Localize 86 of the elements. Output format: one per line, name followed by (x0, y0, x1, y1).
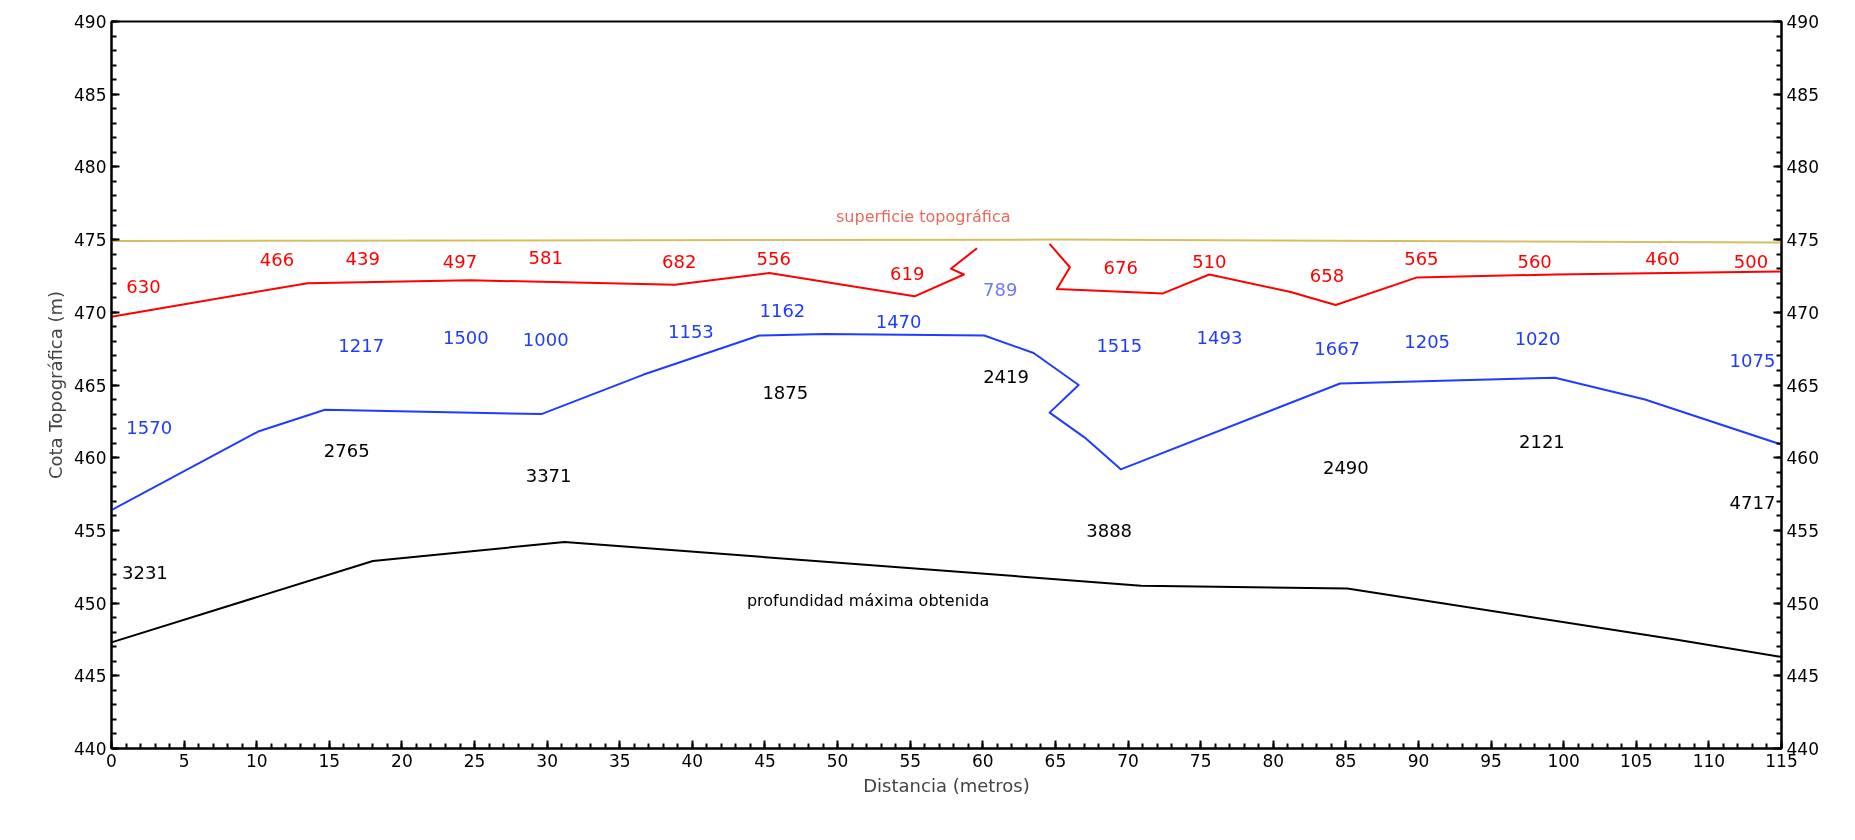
annotation: profundidad máxima obtenida (746, 590, 990, 610)
x-tick-label: 70 (1117, 750, 1139, 771)
x-tick-label: 75 (1189, 750, 1212, 771)
x-tick-label: 55 (899, 750, 922, 771)
annotation: 3231 (122, 562, 168, 584)
annotation: 676 (1103, 256, 1138, 278)
y-tick-label: 470 (74, 302, 107, 323)
annotation: 1217 (338, 335, 385, 357)
annotation: 3888 (1086, 519, 1133, 541)
annotation: 556 (756, 248, 791, 269)
annotation: 1470 (875, 310, 922, 332)
annotation: 1515 (1096, 335, 1143, 357)
y2-tick-label: 465 (1786, 375, 1819, 396)
annotation: 682 (662, 250, 697, 272)
annotation: 4717 (1729, 492, 1776, 514)
y2-tick-label: 475 (1786, 230, 1819, 251)
annotation: 1205 (1404, 330, 1451, 352)
x-tick-label: 5 (178, 750, 190, 771)
annotation: 1875 (762, 381, 809, 403)
annotation: 439 (345, 248, 380, 269)
annotation: 581 (528, 246, 563, 268)
x-tick-label: 90 (1407, 750, 1430, 771)
annotation: 1162 (759, 300, 806, 322)
annotation: 2121 (1518, 431, 1565, 453)
annotation: 460 (1645, 248, 1680, 269)
annotation: 630 (126, 275, 161, 297)
x-tick-label: 10 (245, 750, 268, 771)
x-tick-label: 110 (1692, 750, 1726, 771)
x-tick-label: 105 (1620, 750, 1653, 771)
y2-tick-label: 480 (1786, 157, 1819, 178)
annotation: 497 (442, 250, 478, 272)
x-axis-title: Distancia (metros) (863, 774, 1030, 796)
y-tick-label: 485 (74, 84, 107, 105)
annotation: 2765 (323, 439, 370, 461)
annotation: 1667 (1314, 338, 1361, 360)
annotation: 2490 (1322, 457, 1369, 479)
annotation: 3371 (525, 464, 572, 486)
x-tick-label: 0 (106, 750, 117, 771)
annotation: 466 (259, 249, 295, 271)
y-tick-label: 445 (74, 666, 107, 687)
y-tick-label: 480 (74, 157, 107, 178)
y2-tick-label: 445 (1786, 666, 1819, 687)
x-tick-label: 60 (971, 750, 994, 771)
y2-tick-label: 450 (1786, 593, 1819, 614)
annotation: 1075 (1729, 349, 1776, 371)
x-tick-label: 85 (1335, 750, 1357, 771)
y-tick-label: 450 (74, 593, 107, 614)
y-tick-label: 465 (74, 375, 107, 396)
y2-tick-label: 460 (1786, 448, 1819, 469)
x-tick-label: 25 (463, 750, 486, 771)
annotation: 510 (1192, 250, 1227, 272)
x-tick-label: 40 (681, 750, 704, 771)
x-tick-label: 95 (1480, 750, 1502, 771)
x-tick-label: 20 (391, 750, 413, 771)
annotation: 1570 (126, 416, 173, 438)
annotation: 658 (1309, 265, 1345, 287)
x-tick-label: 65 (1044, 750, 1067, 771)
annotation: 1000 (522, 329, 569, 351)
x-tick-label: 50 (826, 750, 849, 771)
y2-tick-label: 455 (1786, 520, 1819, 541)
annotation: 565 (1404, 248, 1439, 269)
annotation: 560 (1517, 250, 1552, 272)
annotation: 500 (1733, 250, 1769, 272)
x-tick-label: 15 (318, 750, 341, 771)
y-tick-label: 440 (74, 739, 107, 759)
x-tick-label: 30 (536, 750, 558, 771)
y-tick-label: 460 (74, 448, 107, 469)
annotation: 1153 (668, 320, 714, 342)
annotation: 2419 (983, 365, 1029, 387)
annotation: 1020 (1514, 327, 1561, 349)
x-tick-label: 100 (1547, 750, 1580, 771)
y2-tick-label: 485 (1786, 84, 1819, 105)
annotation: 1493 (1196, 326, 1243, 348)
y-tick-label: 490 (74, 12, 107, 32)
annotation: superficie topográfica (836, 206, 1011, 226)
y-tick-label: 475 (74, 230, 107, 251)
x-tick-label: 45 (754, 750, 776, 771)
y2-tick-label: 490 (1786, 12, 1819, 32)
y2-tick-label: 470 (1786, 302, 1819, 323)
annotation: 789 (983, 278, 1018, 300)
x-tick-label: 80 (1262, 750, 1285, 771)
y-tick-label: 455 (74, 520, 107, 541)
y-axis-title: Cota Topográfica (m) (45, 290, 67, 480)
x-tick-label: 35 (608, 750, 631, 771)
annotation: 1500 (442, 326, 489, 348)
annotation: 619 (890, 262, 925, 284)
